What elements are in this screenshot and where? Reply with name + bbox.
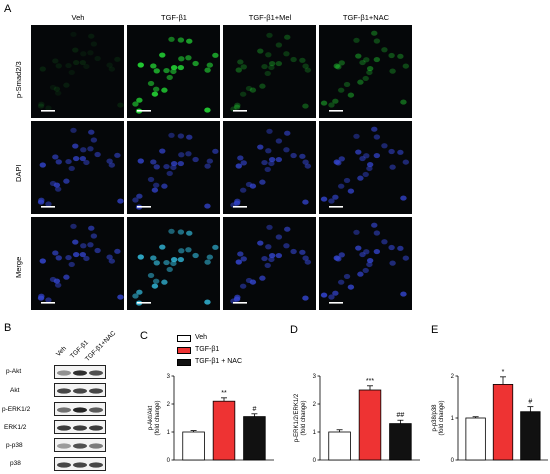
y-tick-label: 1 bbox=[451, 416, 455, 422]
band-label-pakt: p-Akt bbox=[6, 368, 22, 375]
chart-pp38: p-p38/p38 (fold change) 0 1 2 * # bbox=[432, 369, 548, 464]
significance-label: # bbox=[528, 399, 532, 406]
panel-label-e: E bbox=[431, 324, 439, 336]
y-tick-label: 3 bbox=[167, 374, 171, 380]
y-tick-label: 2 bbox=[451, 374, 455, 380]
y-tick-label: 0 bbox=[313, 458, 317, 464]
legend-swatch-tgf bbox=[177, 347, 191, 354]
column-header-tgf-mel: TGF-β1+Mel bbox=[248, 13, 292, 22]
row-label-merge: Merge bbox=[14, 256, 23, 278]
bar bbox=[328, 431, 351, 461]
blot-strip bbox=[54, 365, 106, 379]
y-tick-label: 1 bbox=[313, 430, 317, 436]
band-label-erk: ERK1/2 bbox=[4, 424, 27, 431]
y-tick-label: 3 bbox=[313, 374, 317, 380]
band-label-akt: Akt bbox=[10, 387, 20, 394]
bar bbox=[520, 411, 541, 461]
micrograph-tile bbox=[127, 25, 220, 118]
chart-pakt: p-Akt/Akt (fold change) 0 1 2 3 ** # bbox=[148, 374, 274, 464]
band-label-perk: p-ERK1/2 bbox=[2, 406, 31, 413]
legend-label-veh: Veh bbox=[195, 334, 208, 341]
micrograph-tile bbox=[223, 121, 316, 214]
y-axis-label: (fold change) bbox=[301, 400, 307, 435]
bar bbox=[182, 431, 205, 461]
panel-label-b: B bbox=[4, 322, 12, 334]
column-header-tgf-nac: TGF-β1+NAC bbox=[342, 13, 390, 22]
micrograph-tile bbox=[223, 25, 316, 118]
y-axis-label: (fold change) bbox=[155, 400, 161, 435]
lane-label-veh: Veh bbox=[55, 345, 68, 358]
blot-strip bbox=[54, 438, 106, 453]
lane-label-tgf-nac: TGF-β1+NAC bbox=[84, 329, 118, 363]
y-tick-label: 0 bbox=[167, 458, 171, 464]
column-header-tgf: TGF-β1 bbox=[161, 13, 187, 22]
y-tick-label: 0 bbox=[451, 458, 455, 464]
panel-label-d: D bbox=[290, 324, 298, 336]
y-axis-label: p-ERK1/2/ERK1/2 bbox=[294, 393, 300, 442]
bar bbox=[465, 417, 486, 461]
micrograph-tile bbox=[127, 121, 220, 214]
y-axis-label: (fold change) bbox=[439, 400, 445, 435]
y-axis-label: p-Akt/Akt bbox=[148, 405, 154, 430]
micrograph-tile bbox=[223, 217, 316, 310]
significance-label: ** bbox=[221, 390, 227, 397]
row-label-dapi: DAPI bbox=[14, 164, 23, 182]
y-tick-label: 2 bbox=[167, 402, 171, 408]
bar bbox=[243, 416, 266, 461]
significance-label: * bbox=[502, 369, 505, 376]
y-tick-label: 2 bbox=[313, 402, 317, 408]
legend-swatch-veh bbox=[177, 335, 191, 342]
bar bbox=[358, 389, 382, 461]
bar bbox=[492, 383, 514, 461]
legend-swatch-nac bbox=[177, 359, 191, 366]
blot-strip bbox=[54, 419, 106, 434]
legend-label-tgf: TGF-β1 bbox=[195, 346, 220, 353]
significance-label: *** bbox=[366, 378, 374, 385]
blot-strip bbox=[54, 401, 106, 416]
micrograph-tile bbox=[127, 217, 220, 310]
chart-perk: p-ERK1/2/ERK1/2 (fold change) 0 1 2 3 *** ## bbox=[294, 374, 420, 464]
significance-label: # bbox=[252, 406, 256, 413]
band-label-pp38: p-p38 bbox=[6, 442, 23, 449]
y-axis-label: p-p38/p38 bbox=[432, 404, 438, 432]
legend-label-nac: TGF-β1 + NAC bbox=[195, 358, 243, 365]
bar bbox=[212, 400, 236, 461]
bar bbox=[389, 423, 412, 461]
blot-strip bbox=[54, 383, 106, 398]
panel-label-a: A bbox=[4, 3, 12, 15]
blot-strip bbox=[54, 456, 106, 471]
band-label-p38: p38 bbox=[10, 460, 21, 467]
column-header-veh: Veh bbox=[71, 13, 85, 22]
panel-label-c: C bbox=[140, 330, 148, 342]
y-tick-label: 1 bbox=[167, 430, 171, 436]
row-label-psmad: p-Smad2/3 bbox=[14, 61, 23, 98]
micrograph-tile bbox=[319, 217, 412, 310]
micrograph-tile bbox=[31, 25, 124, 118]
micrograph-tile bbox=[31, 217, 124, 310]
significance-label: ## bbox=[397, 412, 405, 419]
micrograph-tile bbox=[319, 121, 412, 214]
micrograph-tile bbox=[31, 121, 124, 214]
micrograph-tile bbox=[319, 25, 412, 118]
